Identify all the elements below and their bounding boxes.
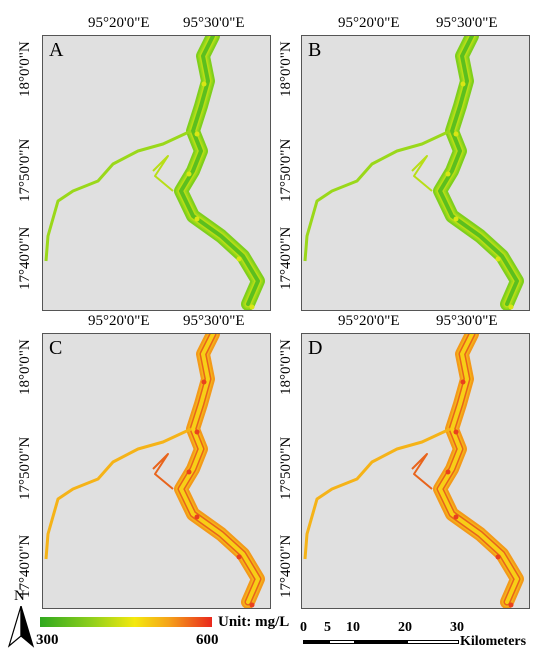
- legend-color-ramp: [40, 617, 212, 627]
- legend-unit: Unit: mg/L: [218, 614, 290, 630]
- river-patch: [508, 602, 514, 608]
- scale-tick-10: 10: [346, 620, 360, 635]
- river-patch: [453, 216, 459, 222]
- north-arrow-icon: [7, 606, 35, 648]
- river-main-channel: [438, 36, 519, 306]
- lon-label-d-2: 95°30'0"E: [436, 313, 498, 329]
- river-patch: [445, 171, 451, 177]
- river-main-channel: [179, 334, 260, 604]
- lon-label-a-2: 95°30'0"E: [183, 15, 245, 31]
- lat-label-d-3: 17°40'0"N: [278, 534, 294, 598]
- scale-seg-1: [303, 640, 329, 644]
- river-patch: [236, 256, 242, 262]
- scale-tick-30: 30: [450, 620, 464, 635]
- river-patch: [236, 554, 242, 560]
- lon-label-b-1: 95°20'0"E: [338, 15, 400, 31]
- river-tributary: [152, 453, 174, 490]
- lat-label-b-3: 17°40'0"N: [278, 226, 294, 290]
- river-patch: [460, 379, 466, 385]
- river-patch: [453, 514, 459, 520]
- lon-label-a-1: 95°20'0"E: [88, 15, 150, 31]
- river-patch: [249, 602, 255, 608]
- river-tributary: [303, 129, 451, 262]
- scale-seg-4: [407, 640, 459, 644]
- river-patch: [201, 379, 207, 385]
- river-patch: [445, 469, 451, 475]
- scale-unit: Kilometers: [460, 634, 527, 649]
- scale-seg-2: [329, 640, 355, 644]
- scale-tick-0: 0: [300, 620, 307, 635]
- river-tributary: [411, 155, 433, 192]
- river-tributary: [44, 427, 192, 560]
- map-frame-d: D: [301, 333, 530, 609]
- map-frame-b: B: [301, 35, 530, 311]
- river-patch: [508, 304, 514, 310]
- legend-max: 600: [196, 632, 219, 648]
- river-patch: [194, 131, 200, 137]
- lat-label-b-1: 18°0'0"N: [278, 41, 294, 97]
- river-map-c: [44, 334, 265, 608]
- river-tributary: [303, 427, 451, 560]
- river-map-d: [303, 334, 524, 608]
- scale-tick-20: 20: [398, 620, 412, 635]
- river-patch: [186, 469, 192, 475]
- river-patch: [194, 216, 200, 222]
- river-patch: [201, 81, 207, 87]
- lat-label-d-1: 18°0'0"N: [278, 339, 294, 395]
- river-patch: [460, 81, 466, 87]
- river-patch: [186, 171, 192, 177]
- lat-label-a-2: 17°50'0"N: [17, 138, 33, 202]
- river-patch: [495, 554, 501, 560]
- lon-label-c-1: 95°20'0"E: [88, 313, 150, 329]
- river-tributary: [411, 453, 433, 490]
- lat-label-c-1: 18°0'0"N: [17, 339, 33, 395]
- north-arrow: N: [6, 588, 36, 650]
- panel-letter-d: D: [308, 337, 323, 359]
- panel-letter-b: B: [308, 39, 322, 61]
- map-frame-c: C: [42, 333, 271, 609]
- map-frame-a: A: [42, 35, 271, 311]
- river-tributary: [44, 129, 192, 262]
- river-patch: [249, 304, 255, 310]
- river-main-channel: [179, 36, 260, 306]
- lat-label-b-2: 17°50'0"N: [278, 138, 294, 202]
- scale-tick-5: 5: [324, 620, 331, 635]
- lat-label-a-3: 17°40'0"N: [17, 226, 33, 290]
- lat-label-a-1: 18°0'0"N: [17, 41, 33, 97]
- river-patch: [194, 429, 200, 435]
- legend-min: 300: [36, 632, 59, 648]
- river-patch: [453, 131, 459, 137]
- river-patch: [194, 514, 200, 520]
- river-tributary: [152, 155, 174, 192]
- north-arrow-label: N: [14, 588, 25, 604]
- lon-label-b-2: 95°30'0"E: [436, 15, 498, 31]
- lon-label-c-2: 95°30'0"E: [183, 313, 245, 329]
- panel-letter-a: A: [49, 39, 64, 61]
- lat-label-d-2: 17°50'0"N: [278, 436, 294, 500]
- river-patch: [453, 429, 459, 435]
- river-main-channel: [438, 334, 519, 604]
- river-patch: [495, 256, 501, 262]
- river-map-a: [44, 36, 265, 310]
- lon-label-d-1: 95°20'0"E: [338, 313, 400, 329]
- scale-seg-3: [355, 640, 407, 644]
- panel-letter-c: C: [49, 337, 63, 359]
- river-map-b: [303, 36, 524, 310]
- lat-label-c-2: 17°50'0"N: [17, 436, 33, 500]
